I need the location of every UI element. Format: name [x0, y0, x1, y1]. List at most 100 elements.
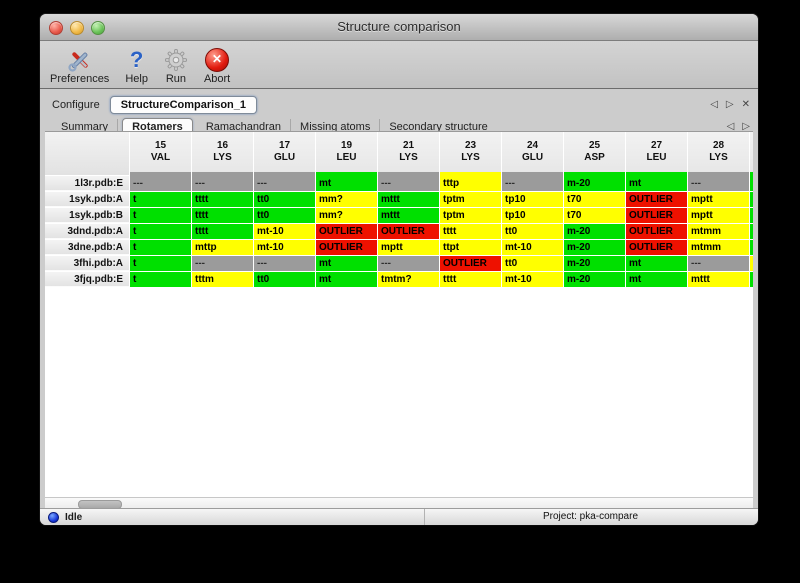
rotamer-cell[interactable]: m-20 — [564, 256, 626, 272]
minimize-window-button[interactable] — [70, 21, 84, 35]
rotamer-cell[interactable]: mm? — [316, 192, 378, 208]
preferences-button[interactable]: Preferences — [50, 47, 109, 86]
tab-summary[interactable]: Summary — [52, 118, 119, 135]
column-header-16[interactable]: 16 LYS — [192, 132, 254, 176]
rotamer-cell[interactable]: t — [130, 240, 192, 256]
rotamer-cell[interactable]: --- — [688, 256, 750, 272]
rotamer-cell[interactable]: --- — [378, 176, 440, 192]
rotamer-cell[interactable]: OUTLIER — [378, 224, 440, 240]
rotamer-cell[interactable]: --- — [688, 176, 750, 192]
rotamer-cell[interactable]: mm? — [316, 208, 378, 224]
rotamer-cell[interactable]: t70 — [564, 192, 626, 208]
rotamer-cell[interactable]: mt — [316, 256, 378, 272]
rotamer-cell[interactable]: tmtm? — [378, 272, 440, 288]
close-window-button[interactable] — [49, 21, 63, 35]
tab-secondary-structure[interactable]: Secondary structure — [389, 120, 488, 133]
rotamer-cell[interactable]: OUTLIER — [626, 240, 688, 256]
rotamer-cell[interactable]: mtmm — [688, 240, 750, 256]
rotamer-cell[interactable]: mt-10 — [254, 240, 316, 256]
rotamer-cell[interactable]: tt0 — [502, 256, 564, 272]
rotamer-cell[interactable]: OUTLIER — [626, 224, 688, 240]
rotamer-cell[interactable]: t70 — [564, 208, 626, 224]
rotamer-cell[interactable]: mptt — [688, 192, 750, 208]
rotamer-cell[interactable]: mttt — [378, 208, 440, 224]
rotamer-cell[interactable]: --- — [192, 176, 254, 192]
help-button[interactable]: ? Help — [125, 47, 148, 86]
rotamer-cell[interactable]: OUTLIER — [440, 256, 502, 272]
configure-doc-tab[interactable]: StructureComparison_1 — [109, 96, 258, 114]
rotamer-cell[interactable]: tp10 — [502, 192, 564, 208]
row-label[interactable]: 3dnd.pdb:A — [45, 224, 130, 239]
rotamer-cell[interactable]: mttp — [192, 240, 254, 256]
rotamer-cell[interactable]: ttpt — [440, 240, 502, 256]
rotamer-cell[interactable]: tp10 — [502, 208, 564, 224]
rotamer-cell[interactable]: mptt — [688, 208, 750, 224]
zoom-window-button[interactable] — [91, 21, 105, 35]
rotamer-cell[interactable]: t — [130, 208, 192, 224]
column-header-25[interactable]: 25 ASP — [564, 132, 626, 176]
rotamer-cell[interactable]: tt0 — [502, 224, 564, 240]
rotamer-cell[interactable]: mttt — [688, 272, 750, 288]
rotamer-cell[interactable]: tptm — [440, 208, 502, 224]
column-header-27[interactable]: 27 LEU — [626, 132, 688, 176]
row-label[interactable]: 3dne.pdb:A — [45, 240, 130, 255]
rotamer-cell[interactable]: tt0 — [254, 192, 316, 208]
rotamer-cell[interactable]: mt — [316, 272, 378, 288]
rotamer-cell[interactable]: tptm — [440, 192, 502, 208]
rotamer-cell[interactable]: --- — [130, 176, 192, 192]
tab-ramachandran[interactable]: Ramachandran — [197, 118, 292, 135]
rotamer-cell[interactable]: t — [130, 256, 192, 272]
rotamer-cell[interactable]: t — [130, 192, 192, 208]
prev-tab-arrow-icon[interactable]: ◁ — [726, 120, 735, 132]
rotamer-cell[interactable]: m-20 — [564, 224, 626, 240]
next-tab-arrow-icon[interactable]: ▷ — [742, 120, 750, 132]
column-header-21[interactable]: 21 LYS — [378, 132, 440, 176]
column-header-24[interactable]: 24 GLU — [502, 132, 564, 176]
row-label[interactable]: 3fjq.pdb:E — [45, 272, 130, 287]
rotamer-cell[interactable]: tttt — [440, 272, 502, 288]
row-label[interactable]: 1l3r.pdb:E — [45, 176, 130, 191]
rotamer-cell[interactable]: mtmm — [688, 224, 750, 240]
next-doc-arrow-icon[interactable]: ▷ — [725, 99, 734, 110]
rotamer-cell[interactable]: mt — [626, 256, 688, 272]
rotamer-cell[interactable]: --- — [254, 256, 316, 272]
column-header-19[interactable]: 19 LEU — [316, 132, 378, 176]
column-header-28[interactable]: 28 LYS — [688, 132, 750, 176]
rotamer-cell[interactable]: m-20 — [564, 176, 626, 192]
rotamer-cell[interactable]: t — [130, 272, 192, 288]
rotamer-cell[interactable]: OUTLIER — [626, 192, 688, 208]
rotamer-cell[interactable]: tt0 — [254, 208, 316, 224]
abort-button[interactable]: ✕ Abort — [204, 47, 230, 86]
close-doc-icon[interactable]: ✕ — [741, 99, 750, 110]
row-label[interactable]: 1syk.pdb:B — [45, 208, 130, 223]
rotamer-cell[interactable]: mt — [316, 176, 378, 192]
rotamer-cell[interactable]: --- — [378, 256, 440, 272]
rotamer-cell[interactable]: mt — [626, 272, 688, 288]
rotamer-cell[interactable]: mptt — [378, 240, 440, 256]
rotamer-cell[interactable]: --- — [254, 176, 316, 192]
rotamer-cell[interactable]: tt0 — [254, 272, 316, 288]
rotamer-cell[interactable]: m-20 — [564, 272, 626, 288]
rotamer-cell[interactable]: OUTLIER — [626, 208, 688, 224]
rotamer-cell[interactable]: OUTLIER — [316, 224, 378, 240]
rotamer-cell[interactable]: tttt — [440, 224, 502, 240]
rotamer-cell[interactable]: OUTLIER — [316, 240, 378, 256]
tab-missing-atoms[interactable]: Missing atoms — [291, 118, 381, 135]
rotamer-cell[interactable]: mt — [626, 176, 688, 192]
rotamer-cell[interactable]: mt-10 — [502, 240, 564, 256]
rotamer-cell[interactable]: m-20 — [564, 240, 626, 256]
rotamer-cell[interactable]: tttt — [192, 224, 254, 240]
column-header-15[interactable]: 15 VAL — [130, 132, 192, 176]
column-header-17[interactable]: 17 GLU — [254, 132, 316, 176]
rotamer-cell[interactable]: t — [130, 224, 192, 240]
rotamer-cell[interactable]: --- — [192, 256, 254, 272]
run-button[interactable]: Run — [164, 47, 188, 86]
prev-doc-arrow-icon[interactable]: ◁ — [710, 99, 718, 110]
rotamer-cell[interactable]: mt-10 — [502, 272, 564, 288]
rotamer-cell[interactable]: --- — [502, 176, 564, 192]
rotamer-cell[interactable]: tttt — [192, 208, 254, 224]
rotamer-cell[interactable]: tttm — [192, 272, 254, 288]
rotamer-cell[interactable]: tttp — [440, 176, 502, 192]
horizontal-scrollbar[interactable] — [45, 497, 753, 509]
rotamer-cell[interactable]: mt-10 — [254, 224, 316, 240]
